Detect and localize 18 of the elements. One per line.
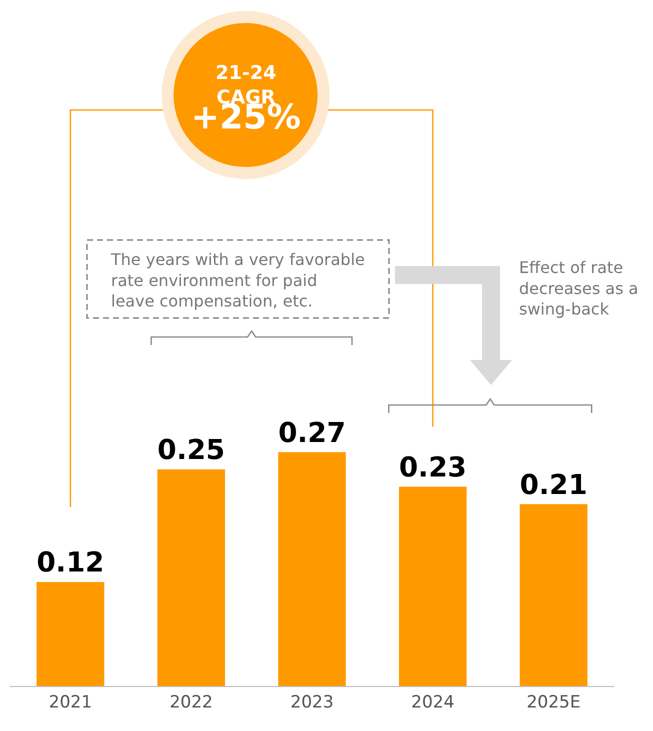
x-tick-label: 2023 bbox=[290, 692, 334, 712]
bar bbox=[278, 452, 346, 686]
x-tick-label: 2024 bbox=[411, 692, 454, 712]
x-tick-label: 2021 bbox=[48, 692, 92, 712]
bar bbox=[520, 504, 588, 686]
text: Effect of rate decreases as a swing-back bbox=[519, 258, 638, 319]
bar bbox=[398, 486, 467, 686]
data-label: 0.21 bbox=[520, 470, 588, 501]
text: 21-24 CAGR +25% bbox=[191, 62, 301, 138]
data-label: 0.25 bbox=[157, 435, 226, 466]
bar bbox=[36, 582, 104, 686]
x-tick-label: 2025E bbox=[526, 692, 581, 712]
data-label: 0.27 bbox=[278, 418, 346, 449]
x-tick-label: 2022 bbox=[170, 692, 213, 712]
bar bbox=[157, 469, 226, 686]
text: The years with a very favorable rate environment for paid leave compensation, etc. bbox=[110, 250, 365, 311]
data-label: 0.12 bbox=[36, 548, 104, 579]
data-label: 0.23 bbox=[398, 452, 467, 484]
